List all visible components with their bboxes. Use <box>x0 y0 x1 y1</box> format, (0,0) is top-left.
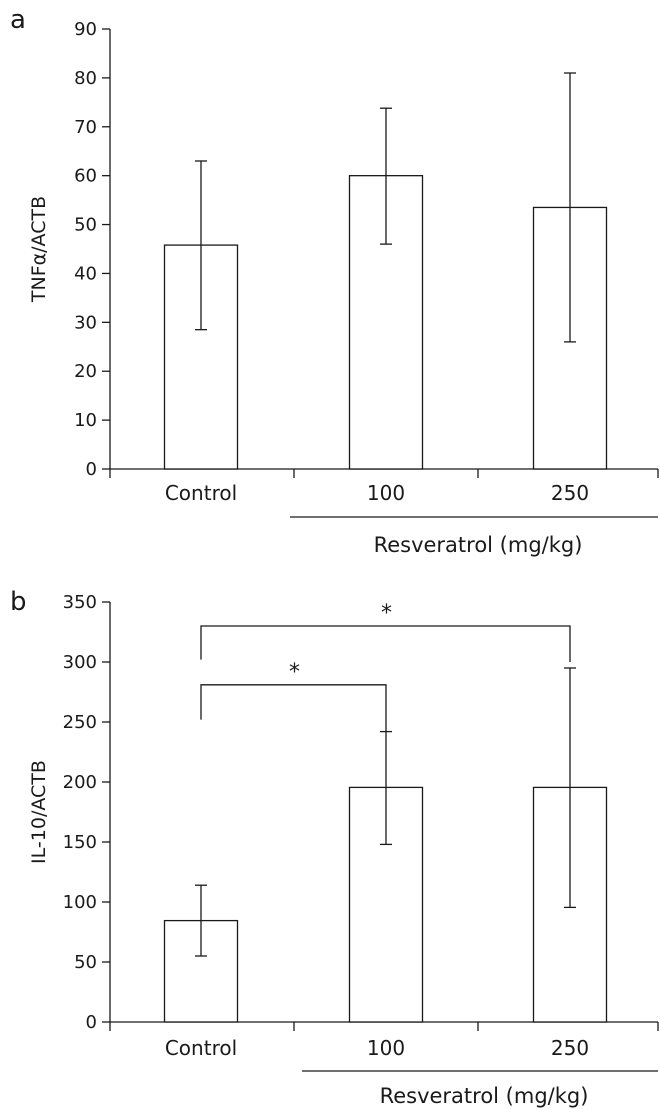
y-tick-label: 10 <box>74 410 97 431</box>
bracket-line <box>200 684 387 732</box>
y-tick-label: 40 <box>74 263 97 284</box>
category-label: 250 <box>551 481 589 505</box>
y-tick-label: 250 <box>63 712 97 733</box>
y-axis-label: TNFα/ACTB <box>28 196 50 303</box>
chart-panel-b: b 0 50 100 150 200 250 300 350 IL-10/ACTB Control 1… <box>10 587 659 1108</box>
bracket-line <box>200 625 571 662</box>
y-tick-label: 150 <box>63 832 97 853</box>
error-bar <box>564 72 576 343</box>
group-label: Resveratrol (mg/kg) <box>380 1084 589 1108</box>
y-tick-label: 350 <box>63 592 97 613</box>
y-tick-label: 0 <box>86 1012 97 1033</box>
y-tick-label: 30 <box>74 312 97 333</box>
significance-bracket: * <box>200 660 387 732</box>
category-label: 100 <box>367 481 405 505</box>
y-tick-label: 100 <box>63 892 97 913</box>
y-tick-label: 80 <box>74 68 97 89</box>
significance-bracket: * <box>200 601 571 662</box>
significance-star: * <box>289 660 300 685</box>
y-tick-label: 20 <box>74 361 97 382</box>
y-tick-label: 50 <box>74 952 97 973</box>
y-tick-label: 70 <box>74 117 97 138</box>
y-tick-label: 300 <box>63 652 97 673</box>
y-tick-label: 90 <box>74 19 97 40</box>
category-label: 250 <box>551 1036 589 1060</box>
y-axis-label: IL-10/ACTB <box>28 760 50 864</box>
category-label: Control <box>165 481 237 505</box>
panel-letter: b <box>10 587 27 617</box>
panel-letter: a <box>10 5 26 35</box>
category-label: 100 <box>367 1036 405 1060</box>
y-tick-label: 50 <box>74 215 97 236</box>
y-tick-label: 0 <box>86 459 97 480</box>
error-bar <box>195 160 207 331</box>
error-bar <box>195 884 207 957</box>
significance-star: * <box>381 601 392 626</box>
chart-panel-a: a 0 10 20 30 40 50 60 70 80 90 TNFα/ACTB Control 100 2… <box>10 5 659 557</box>
error-bar <box>564 667 576 909</box>
error-bar <box>380 107 392 245</box>
group-label: Resveratrol (mg/kg) <box>374 533 583 557</box>
y-tick-label: 60 <box>74 166 97 187</box>
bar-control <box>163 244 239 470</box>
y-tick-label: 200 <box>63 772 97 793</box>
category-label: Control <box>165 1036 237 1060</box>
